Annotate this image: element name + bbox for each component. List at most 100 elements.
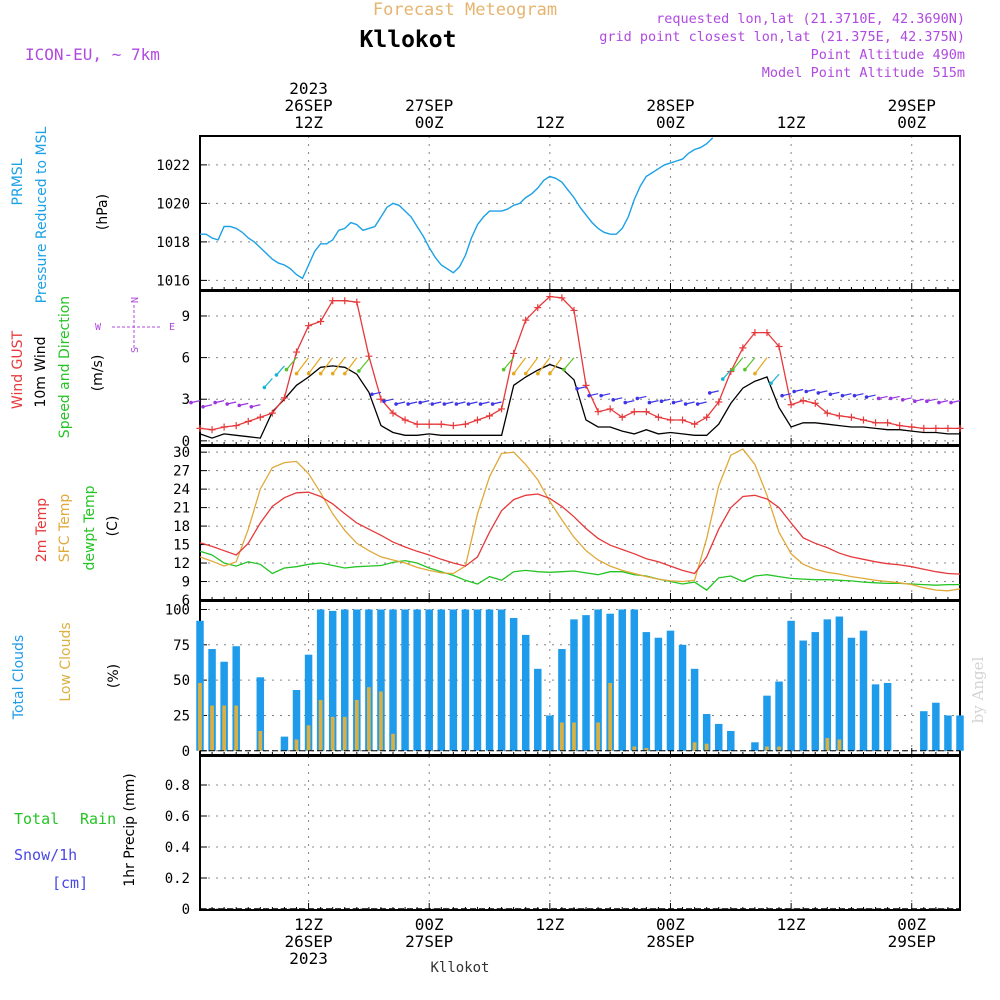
requested-coords: requested lon,lat (21.3710E, 42.3690N) (656, 11, 965, 27)
low-cloud-bar (632, 746, 637, 751)
pressure-label-1: PRMSL (10, 158, 26, 205)
total-cloud-bar (449, 609, 458, 751)
wind-direction-arrow (320, 357, 334, 374)
dewpt-label: dewpt Temp (82, 485, 98, 570)
legend-snow: Snow/1h (14, 846, 77, 864)
y-tick-label: 24 (173, 482, 190, 498)
wind-arrow-head (189, 400, 193, 405)
gust-marker (546, 293, 554, 301)
wind-arrow-head (330, 371, 335, 376)
wind-arrow-head (876, 396, 881, 401)
wind-direction-arrow (358, 358, 370, 372)
gust-marker (956, 424, 964, 432)
wind-arrow-head (394, 402, 398, 406)
y-tick-label: 0.2 (165, 871, 190, 887)
bottom-time-label: 2023 (289, 949, 328, 968)
gust-marker (329, 297, 337, 305)
wind-arrow-head (466, 402, 471, 406)
wind-arrow-head (201, 404, 205, 409)
gust-marker (582, 381, 590, 389)
wind-arrow-head (780, 393, 784, 398)
precip-label: 1hr Precip (mm) (122, 773, 138, 886)
gust-marker (220, 423, 228, 431)
gust-marker (522, 316, 530, 324)
sfc-temp-line (199, 448, 961, 592)
compass-n: N (130, 297, 141, 303)
product-title: Forecast Meteogram (373, 0, 557, 20)
gust-marker (847, 413, 855, 421)
low-cloud-bar (379, 691, 383, 751)
model-label: ICON-EU, ~ 7km (25, 45, 160, 64)
wind-arrow-head (753, 371, 757, 376)
total-cloud-bar (521, 634, 530, 751)
gust-marker (449, 422, 457, 430)
total-cloud-bar (256, 677, 265, 751)
y-tick-label: 3 (182, 392, 190, 408)
y-tick-label: 18 (173, 519, 190, 535)
y-tick-label: 6 (182, 593, 190, 609)
temp-unit: (C) (105, 516, 121, 537)
total-cloud-bar (690, 668, 699, 751)
top-time-label: 00Z (897, 113, 926, 132)
bottom-time-label: 12Z (535, 915, 564, 934)
gust-marker (425, 420, 433, 428)
top-time-label: 26SEP (284, 96, 332, 115)
gust-marker (256, 413, 264, 421)
gust-marker (317, 318, 325, 326)
y-tick-label: 6 (182, 351, 190, 367)
wind-arrow-head (548, 371, 552, 376)
total-cloud-bar (763, 695, 771, 751)
wind-arrow-head (659, 399, 664, 404)
wind-direction-arrow (275, 365, 285, 376)
wind-arrow-head (720, 377, 725, 381)
wind-arrow-head (587, 393, 591, 398)
y-tick-label: 15 (173, 538, 190, 554)
wind-arrow-head (828, 392, 833, 397)
top-time-label: 27SEP (405, 96, 453, 115)
dewpt-line (199, 550, 960, 591)
y-tick-label: 1018 (156, 235, 190, 251)
panel-frame (199, 135, 961, 291)
total-cloud-bar (811, 632, 819, 751)
wind-arrow-head (804, 389, 809, 394)
gust-line (199, 295, 960, 431)
gust-marker (691, 420, 699, 428)
total-cloud-bar (751, 742, 759, 751)
total-cloud-bar (328, 610, 337, 751)
low-cloud-bar (330, 716, 335, 751)
wind-arrow-head (840, 393, 845, 398)
gust-marker (823, 409, 831, 417)
gust-marker (244, 417, 252, 425)
low-clouds-label: Low Clouds (58, 622, 74, 701)
low-cloud-bar (572, 722, 576, 751)
total-cloud-bar (304, 654, 313, 751)
wind-arrow-head (888, 396, 893, 401)
y-tick-label: 50 (173, 673, 190, 689)
wind-arrow-head (900, 398, 905, 402)
gust-marker (787, 401, 795, 409)
wind-arrow-head (225, 402, 229, 406)
compass-e: E (169, 322, 175, 333)
wind-arrow-head (501, 367, 506, 372)
y-tick-label: 12 (173, 556, 190, 572)
gust-marker (280, 394, 288, 402)
gust-marker (196, 424, 204, 432)
gust-marker (486, 412, 494, 420)
wind-arrow-head (695, 402, 700, 406)
footer-location: Kllokot (430, 960, 489, 976)
wind-arrow-head (262, 385, 267, 390)
top-time-label: 29SEP (888, 96, 936, 115)
low-cloud-bar (704, 743, 709, 751)
gust-marker (353, 298, 361, 306)
wind-arrow-head (284, 367, 289, 372)
total-cloud-bar (558, 649, 566, 751)
wind-arrow-head (575, 386, 579, 391)
gust-marker (944, 424, 952, 432)
gust-marker (570, 306, 578, 314)
gust-marker (811, 399, 819, 407)
wind-direction-arrow (525, 357, 539, 374)
y-tick-label: 21 (173, 501, 190, 517)
y-tick-label: 1020 (156, 196, 190, 212)
legend-total: Total (14, 810, 59, 828)
